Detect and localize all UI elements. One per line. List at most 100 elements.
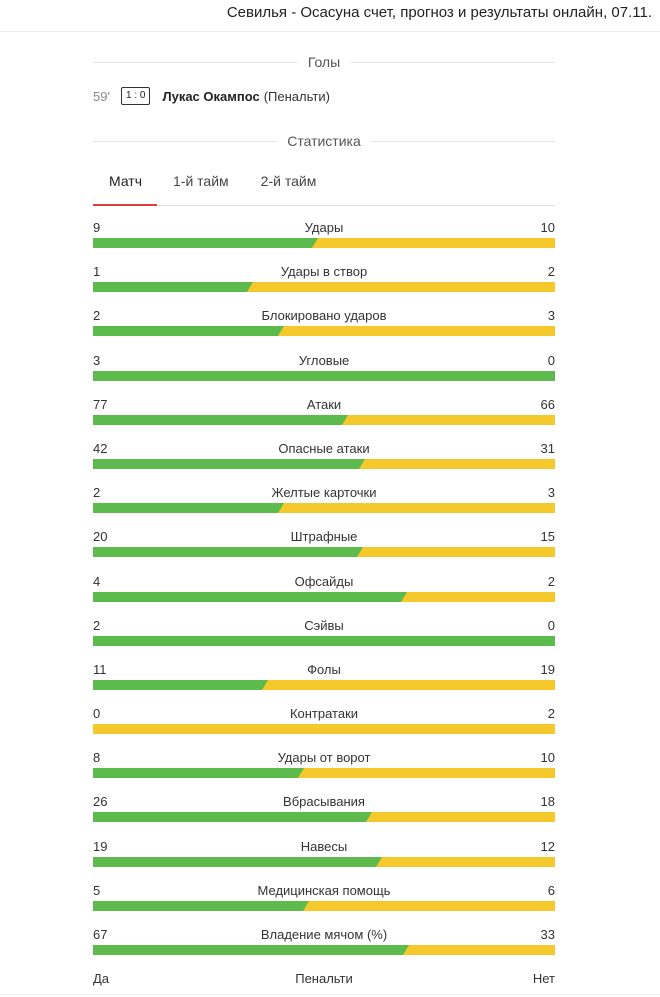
stat-bar-divider bbox=[298, 768, 305, 779]
stat-row: 1 Удары в створ 2 bbox=[93, 263, 555, 307]
stat-bar-home-fill bbox=[93, 591, 401, 602]
penalty-away-value: Нет bbox=[532, 971, 555, 986]
stat-home-value: 42 bbox=[93, 440, 108, 456]
stat-bar bbox=[93, 238, 555, 248]
stat-home-value: 2 bbox=[93, 617, 101, 633]
stat-header: 11 Фолы 19 bbox=[93, 661, 555, 679]
stat-bar bbox=[93, 282, 555, 293]
stat-row: 9 Удары 10 bbox=[93, 219, 555, 263]
stat-bar-divider bbox=[341, 414, 348, 425]
stat-bar-home-fill bbox=[93, 503, 278, 514]
bottom-divider bbox=[0, 994, 660, 995]
stat-name: Контратаки bbox=[289, 706, 359, 722]
stat-home-value: 26 bbox=[93, 794, 108, 810]
stat-header: 4 Офсайды 2 bbox=[93, 573, 555, 591]
stat-bar bbox=[93, 679, 555, 690]
stat-away-value: 66 bbox=[540, 396, 555, 412]
stat-bar bbox=[93, 326, 555, 337]
stat-away-value: 10 bbox=[540, 750, 555, 766]
stats-tabs: Матч 1-й тайм 2-й тайм bbox=[93, 165, 555, 206]
stat-row: 4 Офсайды 2 bbox=[93, 573, 555, 617]
stat-home-value: 5 bbox=[93, 882, 101, 898]
stat-away-value: 6 bbox=[547, 882, 555, 898]
stat-name: Опасные атаки bbox=[278, 440, 370, 456]
stat-home-value: 20 bbox=[93, 529, 108, 545]
stat-bar bbox=[93, 768, 555, 779]
top-divider bbox=[0, 31, 660, 32]
goals-section-title: Голы bbox=[93, 54, 555, 70]
stat-bar-divider bbox=[376, 856, 383, 867]
stat-header: 2 Блокировано ударов 3 bbox=[93, 307, 555, 325]
stat-away-value: 0 bbox=[547, 352, 555, 368]
goals-title: Голы bbox=[297, 54, 351, 70]
tab-first-half[interactable]: 1-й тайм bbox=[173, 173, 229, 189]
stat-home-value: 0 bbox=[93, 706, 101, 722]
stat-bar-divider bbox=[358, 458, 365, 469]
tab-match[interactable]: Матч bbox=[93, 165, 158, 206]
stat-bar-home-fill bbox=[93, 812, 366, 823]
goal-note: (Пенальти) bbox=[263, 88, 330, 104]
stat-bar-divider bbox=[402, 945, 409, 955]
stat-away-value: 2 bbox=[547, 706, 555, 722]
stat-bar-home-fill bbox=[93, 326, 278, 337]
stat-bar-home-fill bbox=[93, 238, 312, 248]
stat-away-value: 0 bbox=[547, 617, 555, 633]
stat-bar-home-fill bbox=[93, 856, 377, 867]
stat-away-value: 19 bbox=[540, 661, 555, 677]
stat-row: 67 Владение мячом (%) 33 bbox=[93, 926, 555, 970]
stat-row: 2 Сэйвы 0 bbox=[93, 617, 555, 661]
stat-away-value: 12 bbox=[540, 838, 555, 854]
stat-bar-divider bbox=[400, 591, 407, 602]
stat-row: 2 Желтые карточки 3 bbox=[93, 484, 555, 528]
stat-header: 19 Навесы 12 bbox=[93, 838, 555, 856]
stat-away-value: 3 bbox=[547, 485, 555, 501]
stat-name: Вбрасывания bbox=[283, 794, 365, 810]
stat-name: Владение мячом (%) bbox=[260, 927, 388, 942]
stat-header: 26 Вбрасывания 18 bbox=[93, 793, 555, 811]
tab-second-half[interactable]: 2-й тайм bbox=[260, 173, 317, 189]
stat-bar bbox=[93, 547, 555, 558]
goal-event: 59' 1 : 0 Лукас Окампос (Пенальти) bbox=[93, 86, 555, 106]
goal-score-badge: 1 : 0 bbox=[121, 87, 151, 105]
stat-away-value: 31 bbox=[540, 440, 555, 456]
stat-bar-home-fill bbox=[93, 768, 299, 779]
stat-away-value: 10 bbox=[540, 220, 555, 235]
stat-bar bbox=[93, 900, 555, 911]
stat-bar bbox=[93, 591, 555, 602]
stat-away-value: 18 bbox=[540, 794, 555, 810]
stat-header: 1 Удары в створ 2 bbox=[93, 263, 555, 281]
stats-list: 9 Удары 10 1 Удары в створ 2 2 Блокировано удар… bbox=[93, 219, 555, 970]
stat-row: 3 Угловые 0 bbox=[93, 352, 555, 396]
stat-bar bbox=[93, 414, 555, 425]
stat-bar-home-fill bbox=[93, 370, 555, 381]
stat-row: 5 Медицинская помощь 6 bbox=[93, 882, 555, 926]
stat-bar-home-fill bbox=[93, 458, 359, 469]
stat-name: Блокировано ударов bbox=[261, 308, 387, 324]
stat-bar-home-fill bbox=[93, 900, 303, 911]
stat-header: 9 Удары 10 bbox=[93, 219, 555, 237]
stat-name: Штрафные bbox=[290, 529, 358, 545]
stat-home-value: 1 bbox=[93, 264, 101, 280]
stat-home-value: 2 bbox=[93, 485, 101, 501]
goal-player[interactable]: Лукас Окампос bbox=[162, 88, 260, 104]
stat-bar-divider bbox=[277, 503, 284, 514]
stat-bar-divider bbox=[246, 282, 253, 293]
stat-name: Офсайды bbox=[294, 573, 354, 589]
stat-home-value: 19 bbox=[93, 838, 108, 854]
stat-bar bbox=[93, 945, 555, 955]
stat-away-value: 3 bbox=[547, 308, 555, 324]
stat-bar bbox=[93, 370, 555, 381]
stat-home-value: 3 bbox=[93, 352, 101, 368]
stat-name: Удары от ворот bbox=[277, 750, 371, 766]
stat-name: Удары bbox=[304, 220, 344, 235]
stat-row: 8 Удары от ворот 10 bbox=[93, 749, 555, 793]
stat-row: 20 Штрафные 15 bbox=[93, 528, 555, 572]
stat-away-value: 33 bbox=[540, 927, 555, 942]
stat-bar-divider bbox=[356, 547, 363, 558]
stat-row: 0 Контратаки 2 bbox=[93, 705, 555, 749]
stat-header: 0 Контратаки 2 bbox=[93, 705, 555, 723]
stat-header: 2 Желтые карточки 3 bbox=[93, 484, 555, 502]
stat-bar bbox=[93, 724, 555, 735]
stat-home-value: 9 bbox=[93, 220, 101, 235]
stat-bar-home-fill bbox=[93, 414, 342, 425]
